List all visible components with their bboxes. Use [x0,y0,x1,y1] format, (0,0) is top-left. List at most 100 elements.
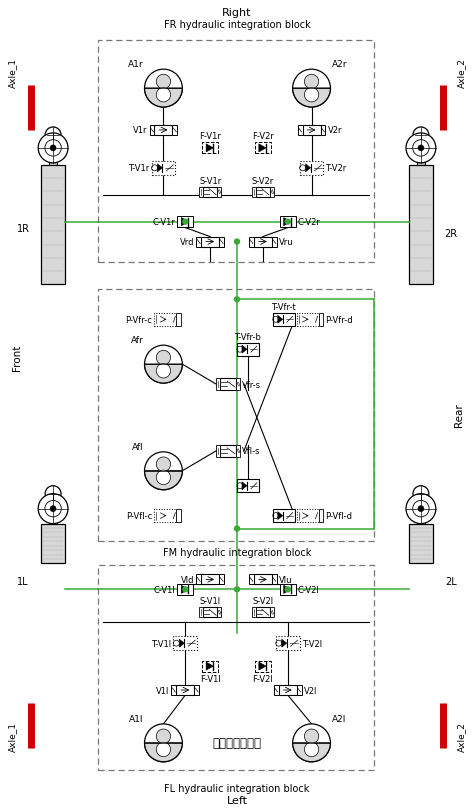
Bar [98,41,374,263]
Bar [297,509,319,522]
Polygon shape [259,663,266,670]
Wedge shape [292,743,330,762]
Bar [201,575,219,585]
Circle shape [304,729,319,744]
Bar [202,144,218,154]
Bar [256,607,270,617]
Bar [203,607,217,617]
Bar [98,566,374,770]
Bar [155,126,173,135]
Polygon shape [259,144,266,152]
Text: Axle_1: Axle_1 [8,58,17,88]
Bar [216,445,220,457]
Bar [255,144,271,154]
Bar [176,313,182,326]
Bar [252,187,256,197]
Circle shape [406,494,436,524]
Polygon shape [179,639,184,647]
Bar [199,187,203,197]
Bar [254,238,272,247]
Bar [237,479,259,492]
Polygon shape [278,512,283,520]
Circle shape [156,470,171,485]
Text: A1r: A1r [128,60,144,69]
Text: C-V2r: C-V2r [298,218,320,227]
Text: FL hydraulic integration block: FL hydraulic integration block [164,783,310,792]
Bar [155,313,176,326]
Bar [149,126,155,135]
Text: F-V2r: F-V2r [252,132,274,141]
Text: Afr: Afr [131,336,144,345]
Circle shape [304,88,319,103]
Bar [219,575,224,585]
Polygon shape [206,144,213,152]
Bar [177,217,193,228]
Text: T-Vfr-t: T-Vfr-t [271,303,296,311]
Bar [270,607,274,617]
Polygon shape [284,218,291,226]
Wedge shape [145,365,182,384]
Text: Vru: Vru [279,238,293,247]
Bar [319,509,323,522]
Bar [177,584,193,595]
Bar [272,575,277,585]
Bar [176,509,182,522]
Circle shape [413,128,429,144]
Polygon shape [282,639,287,647]
Bar [256,187,270,197]
Bar [199,607,203,617]
Polygon shape [306,165,310,173]
Circle shape [292,724,330,762]
Bar [279,685,297,695]
Bar [298,126,302,135]
Circle shape [156,364,171,379]
Bar [409,524,433,564]
Circle shape [145,724,182,762]
Text: V2l: V2l [304,685,317,695]
Bar [203,187,217,197]
Circle shape [304,75,319,89]
Text: Axle_2: Axle_2 [457,58,466,88]
Bar [173,126,177,135]
Bar [249,575,254,585]
Text: P-Vfl-c: P-Vfl-c [126,512,153,521]
Circle shape [413,140,429,157]
Circle shape [156,88,171,103]
Polygon shape [242,345,247,354]
Text: S-V2l: S-V2l [252,597,273,606]
Circle shape [156,729,171,744]
Bar [417,502,425,524]
Bar [255,661,271,672]
Text: T-V1l: T-V1l [151,639,172,648]
Bar [172,685,176,695]
Bar [196,238,201,247]
Text: V1r: V1r [133,127,147,135]
Wedge shape [145,743,182,762]
Text: C-V2l: C-V2l [298,586,319,594]
Circle shape [285,587,290,592]
Bar [280,217,296,228]
Bar [219,238,224,247]
Bar [217,187,221,197]
Bar [417,144,425,165]
Bar [216,379,220,391]
Bar [320,126,326,135]
Circle shape [156,75,171,89]
Bar [49,502,57,524]
Text: Axle_1: Axle_1 [8,721,17,751]
Text: Vrd: Vrd [180,238,194,247]
Text: T-V2r: T-V2r [326,164,346,173]
Text: S-V1l: S-V1l [200,597,221,606]
Text: 1L: 1L [18,577,29,586]
Text: A1l: A1l [129,714,144,723]
Text: V2r: V2r [328,127,342,135]
Text: C-V1l: C-V1l [154,586,175,594]
Text: FR hydraulic integration block: FR hydraulic integration block [164,20,310,30]
Text: Vfl-s: Vfl-s [242,447,261,456]
Text: Vfr-s: Vfr-s [242,380,261,389]
Bar [41,524,65,564]
Circle shape [145,453,182,490]
Bar [217,607,221,617]
Text: Vld: Vld [181,575,194,584]
Text: F-V1l: F-V1l [200,674,220,683]
